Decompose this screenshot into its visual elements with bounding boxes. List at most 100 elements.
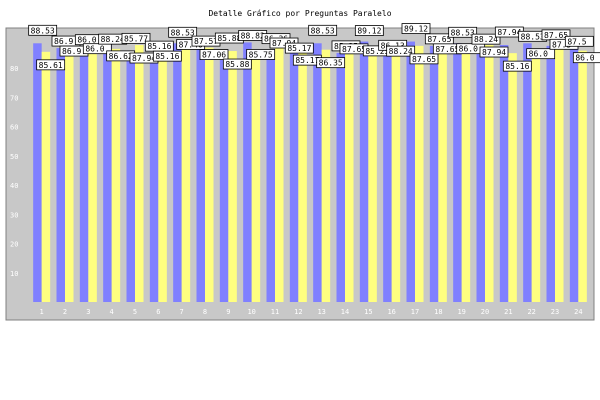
data-label: 85.16 [502, 60, 532, 72]
x-tick-label: 21 [504, 308, 512, 316]
data-label: 86.0 [526, 48, 556, 60]
bar [266, 49, 275, 303]
bar [289, 53, 299, 302]
data-label-text: 89.12 [357, 27, 381, 36]
data-label-text: 85.61 [39, 61, 63, 70]
data-label-box [502, 60, 532, 72]
data-label: 88.53 [28, 24, 58, 36]
data-label: 86.35 [316, 57, 346, 69]
data-label-box [572, 52, 600, 64]
data-label-box [222, 58, 252, 70]
bar [173, 43, 182, 303]
bars [33, 41, 587, 303]
data-label-text: 87.5 [567, 37, 586, 46]
data-label: 85.16 [144, 40, 174, 52]
x-tick-label: 15 [364, 308, 372, 316]
x-tick-label: 6 [156, 308, 160, 316]
bar [429, 45, 439, 303]
data-label-box [401, 23, 431, 34]
data-label: 85.77 [121, 32, 151, 44]
x-tick-label: 18 [434, 308, 442, 316]
bar [368, 52, 377, 302]
x-tick-label: 5 [133, 308, 137, 316]
bar [391, 44, 401, 302]
x-tick-label: 9 [226, 308, 230, 316]
x-tick-label: 19 [457, 308, 465, 316]
bar [321, 49, 331, 303]
data-label-text: 87.65 [342, 45, 366, 54]
data-label-box [284, 42, 314, 54]
x-tick-label: 16 [387, 308, 395, 316]
data-label-text: 88.24 [389, 47, 413, 56]
bar [508, 53, 517, 302]
data-label-text: 88.24 [101, 35, 125, 44]
x-tick-label: 20 [481, 308, 489, 316]
data-label-text: 87.94 [497, 28, 521, 37]
x-tick-label: 3 [86, 308, 90, 316]
bar [88, 50, 97, 302]
x-tick-label: 24 [574, 308, 582, 316]
data-label-text: 86.0 [85, 45, 104, 54]
data-label-text: 87.65 [427, 35, 451, 44]
bar [41, 51, 51, 303]
data-label-text: 85.16 [155, 52, 179, 61]
bar [499, 45, 509, 303]
x-tick-label: 4 [110, 308, 114, 316]
data-label-box [316, 57, 346, 69]
data-label-text: 85.17 [295, 56, 319, 65]
x-tick-label: 14 [341, 308, 349, 316]
data-label-box [152, 50, 182, 62]
x-axis-ticks: 1 2 3 4 5 6 7 8 9 10 11 12 13 14 15 16 17 18 19 20 21 22 23 24 [40, 308, 583, 316]
data-label-text: 88.53 [311, 26, 335, 35]
data-label: 87.06 [199, 49, 229, 60]
x-tick-label: 8 [203, 308, 207, 316]
data-label-text: 87.65 [544, 31, 568, 40]
data-label-text: 87.5 [552, 40, 571, 49]
bar [158, 53, 167, 302]
bar [181, 46, 191, 303]
bar [578, 50, 587, 302]
bar [196, 46, 205, 303]
bar [383, 50, 392, 303]
data-label-text: 88.82 [241, 31, 265, 40]
y-tick-label: 70 [10, 94, 18, 102]
bar [313, 43, 322, 303]
data-label-text: 88.53 [451, 28, 475, 37]
data-label: 87.65 [409, 53, 439, 65]
bar [251, 51, 261, 302]
data-label-box [168, 26, 198, 38]
bar [56, 48, 65, 303]
data-label-text: 87.46 [179, 40, 203, 49]
data-label: 89.12 [401, 23, 431, 34]
y-tick-label: 60 [10, 124, 18, 132]
bar [523, 43, 532, 303]
data-label-box [386, 45, 416, 57]
data-label-box [308, 24, 338, 36]
data-label-text: 86.0 [77, 36, 96, 45]
data-label: 87.5 [564, 35, 594, 47]
bar [336, 52, 345, 302]
y-tick-label: 30 [10, 211, 18, 219]
x-tick-label: 23 [551, 308, 559, 316]
data-label-box [479, 46, 509, 58]
bar [415, 45, 424, 303]
bar [111, 48, 121, 303]
bar [79, 50, 89, 302]
data-label-box [471, 33, 501, 45]
bar [359, 41, 369, 302]
bar [135, 45, 144, 303]
x-tick-label: 12 [294, 308, 302, 316]
data-label: 85.16 [152, 50, 182, 62]
data-label-text: 85.77 [124, 34, 148, 43]
x-tick-label: 10 [247, 308, 255, 316]
data-label-box [354, 25, 384, 36]
bar [453, 43, 462, 303]
bar [345, 45, 354, 303]
data-label-text: 86.62 [109, 52, 133, 61]
bar [546, 45, 555, 303]
data-label: 88.24 [386, 45, 416, 57]
data-label: 86.0 [82, 43, 112, 55]
bar [531, 50, 541, 302]
data-label-text: 86.0 [459, 45, 478, 54]
data-label-text: 86.9 [54, 37, 73, 46]
